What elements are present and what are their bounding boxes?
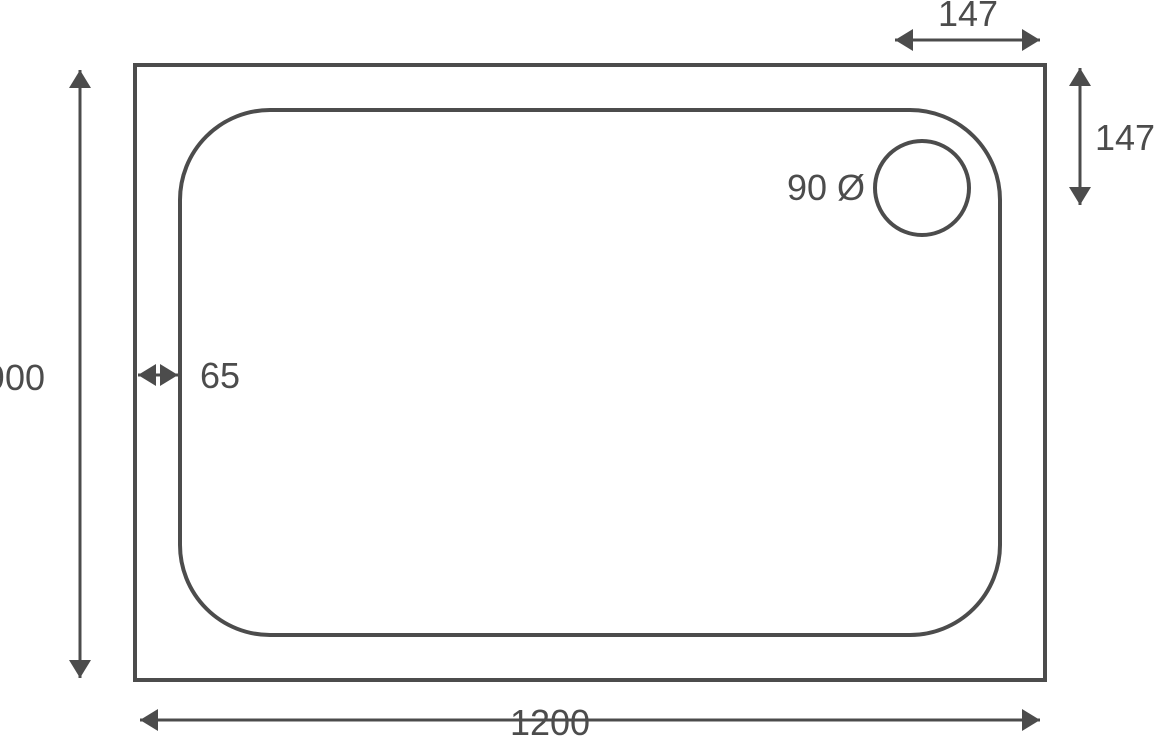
dim-height-text: 900 — [0, 357, 45, 398]
dim-inset-x-text: 147 — [938, 0, 998, 34]
dim-inset-y-text: 147 — [1095, 117, 1155, 158]
outer-rect — [135, 65, 1045, 680]
dim-rim-text: 65 — [200, 355, 240, 396]
drain-circle — [875, 141, 969, 235]
dim-width-text: 1200 — [510, 702, 590, 742]
dim-drain-text: 90 Ø — [787, 167, 865, 208]
